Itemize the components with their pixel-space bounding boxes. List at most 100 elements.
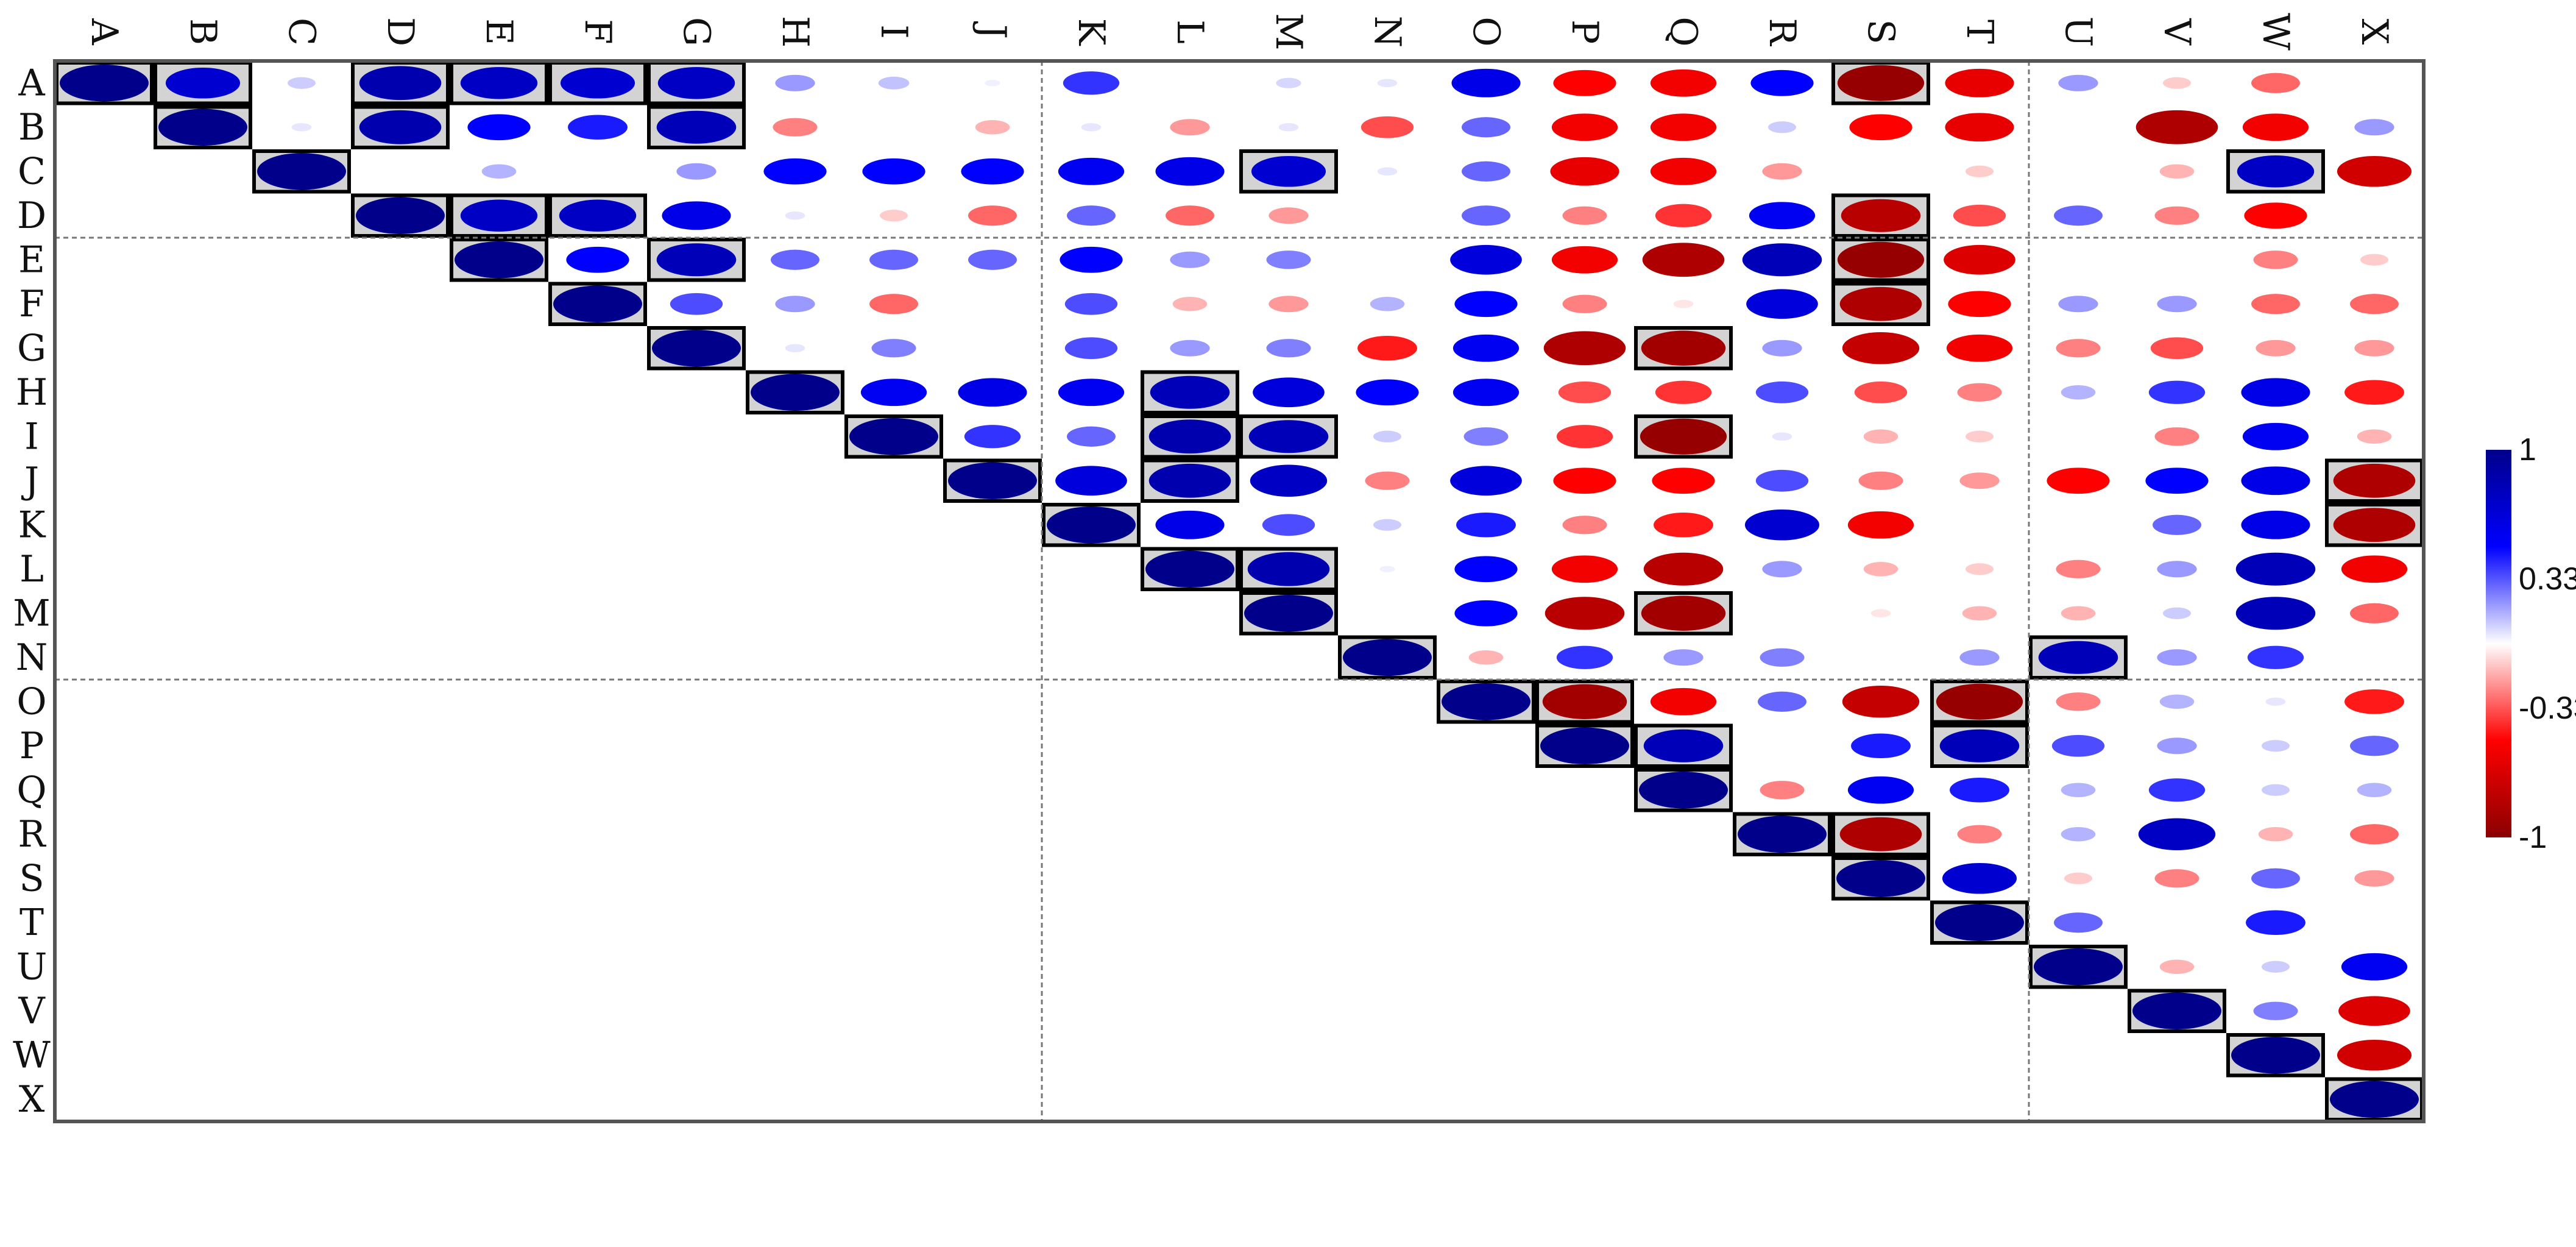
correlation-mark-K-L: [1155, 510, 1225, 539]
correlation-mark-D-M: [1269, 207, 1309, 224]
row-label-P: P: [19, 725, 44, 767]
correlation-mark-B-D: [359, 110, 442, 144]
correlation-mark-V-X: [2338, 996, 2410, 1026]
correlation-mark-H-L: [1150, 375, 1230, 409]
correlation-mark-J-X: [2333, 463, 2416, 498]
correlation-mark-U-W: [2261, 961, 2290, 973]
correlation-mark-C-W: [2237, 155, 2315, 188]
correlation-mark-H-T: [1957, 383, 2002, 402]
correlation-mark-A-B: [165, 67, 241, 99]
correlation-mark-D-F: [559, 199, 637, 232]
correlation-mark-A-R: [1750, 69, 1814, 96]
correlation-mark-P-Q: [1643, 729, 1724, 762]
column-label-B: B: [182, 18, 224, 45]
correlation-mark-C-R: [1762, 163, 1802, 180]
column-label-H: H: [774, 16, 816, 48]
correlation-mark-K-P: [1562, 516, 1607, 535]
correlation-mark-C-Q: [1650, 157, 1717, 185]
correlation-mark-D-V: [2154, 206, 2199, 225]
correlation-mark-D-S: [1841, 199, 1921, 232]
correlation-mark-B-W: [2242, 113, 2309, 141]
correlation-mark-A-J: [985, 80, 1000, 87]
column-label-P: P: [1563, 20, 1606, 44]
correlation-mark-O-Q: [1650, 687, 1717, 716]
correlation-mark-I-K: [1067, 426, 1116, 447]
correlation-mark-F-N: [1370, 297, 1405, 311]
correlation-mark-N-V: [2157, 649, 2197, 666]
column-label-X: X: [2353, 19, 2396, 45]
correlation-mark-T-U: [2054, 912, 2103, 933]
correlation-mark-K-O: [1456, 512, 1516, 538]
correlation-mark-E-G: [656, 243, 737, 277]
correlation-mark-B-O: [1462, 117, 1510, 138]
correlation-mark-W-X: [2337, 1039, 2412, 1071]
correlation-mark-N-N: [1343, 639, 1432, 676]
row-label-S: S: [19, 857, 44, 900]
correlation-mark-G-K: [1064, 337, 1118, 360]
correlation-mark-B-Q: [1650, 113, 1717, 141]
correlation-mark-D-T: [1953, 204, 2006, 227]
correlation-mark-F-F: [553, 285, 642, 322]
correlation-mark-O-W: [2265, 697, 2286, 706]
correlation-mark-M-U: [2061, 606, 2096, 620]
correlation-mark-O-S: [1842, 686, 1920, 718]
column-label-F: F: [576, 19, 619, 44]
correlation-mark-E-O: [1450, 244, 1522, 275]
correlation-mark-I-M: [1248, 420, 1329, 453]
correlation-mark-J-L: [1148, 463, 1231, 498]
correlation-mark-I-R: [1772, 432, 1792, 441]
correlation-mark-R-T: [1957, 825, 2002, 844]
correlation-mark-J-M: [1250, 464, 1328, 497]
correlation-mark-A-F: [560, 67, 635, 99]
colorbar-gradient: [2486, 450, 2511, 837]
correlation-mark-K-S: [1847, 511, 1914, 539]
correlation-mark-B-E: [467, 114, 531, 141]
correlation-mark-C-C: [257, 153, 346, 190]
correlation-mark-D-O: [1462, 205, 1510, 226]
correlation-mark-F-M: [1269, 296, 1309, 313]
correlation-mark-N-U: [2038, 641, 2118, 674]
correlation-mark-L-X: [2341, 555, 2408, 583]
correlation-mark-S-S: [1836, 860, 1925, 897]
correlation-mark-A-A: [60, 65, 149, 102]
correlation-mark-V-W: [2253, 1001, 2298, 1020]
correlation-mark-L-L: [1145, 550, 1234, 588]
correlation-mark-P-X: [2350, 736, 2399, 756]
correlation-mark-E-E: [455, 241, 543, 279]
correlation-mark-A-O: [1451, 68, 1521, 98]
correlation-mark-Q-R: [1760, 781, 1805, 800]
column-label-Q: Q: [1662, 16, 1705, 46]
correlation-mark-E-X: [2360, 254, 2389, 266]
correlation-mark-F-V: [2157, 296, 2197, 313]
correlation-mark-Q-U: [2061, 783, 2096, 797]
correlation-mark-R-R: [1738, 815, 1827, 853]
correlation-mark-C-M: [1251, 155, 1326, 187]
row-label-D: D: [17, 194, 46, 237]
correlation-mark-P-T: [1939, 729, 2020, 762]
correlation-mark-D-J: [968, 205, 1017, 226]
correlation-mark-D-H: [785, 211, 805, 220]
correlation-mark-K-V: [2153, 514, 2201, 535]
correlation-mark-K-K: [1047, 506, 1136, 544]
correlation-mark-A-N: [1377, 79, 1398, 88]
correlation-mark-O-T: [1936, 683, 2023, 720]
correlation-mark-I-Q: [1640, 418, 1727, 455]
correlation-mark-U-U: [2034, 948, 2123, 986]
correlation-mark-P-U: [2051, 734, 2105, 757]
correlation-mark-U-X: [2341, 953, 2408, 981]
correlation-mark-H-S: [1854, 381, 1908, 403]
correlation-mark-F-K: [1064, 293, 1118, 315]
correlation-mark-F-U: [2058, 296, 2098, 313]
column-label-O: O: [1465, 16, 1507, 46]
correlation-mark-K-R: [1744, 509, 1820, 541]
correlation-mark-A-G: [657, 67, 735, 99]
correlation-mark-F-Q: [1673, 299, 1694, 308]
correlation-mark-N-O: [1468, 650, 1504, 665]
column-label-N: N: [1366, 16, 1409, 48]
correlation-mark-H-W: [2241, 378, 2310, 407]
correlation-mark-J-R: [1755, 469, 1809, 492]
correlation-mark-S-T: [1942, 862, 2017, 894]
correlation-mark-H-N: [1356, 379, 1419, 406]
correlation-mark-I-V: [2154, 427, 2199, 446]
correlation-mark-L-R: [1762, 561, 1802, 578]
